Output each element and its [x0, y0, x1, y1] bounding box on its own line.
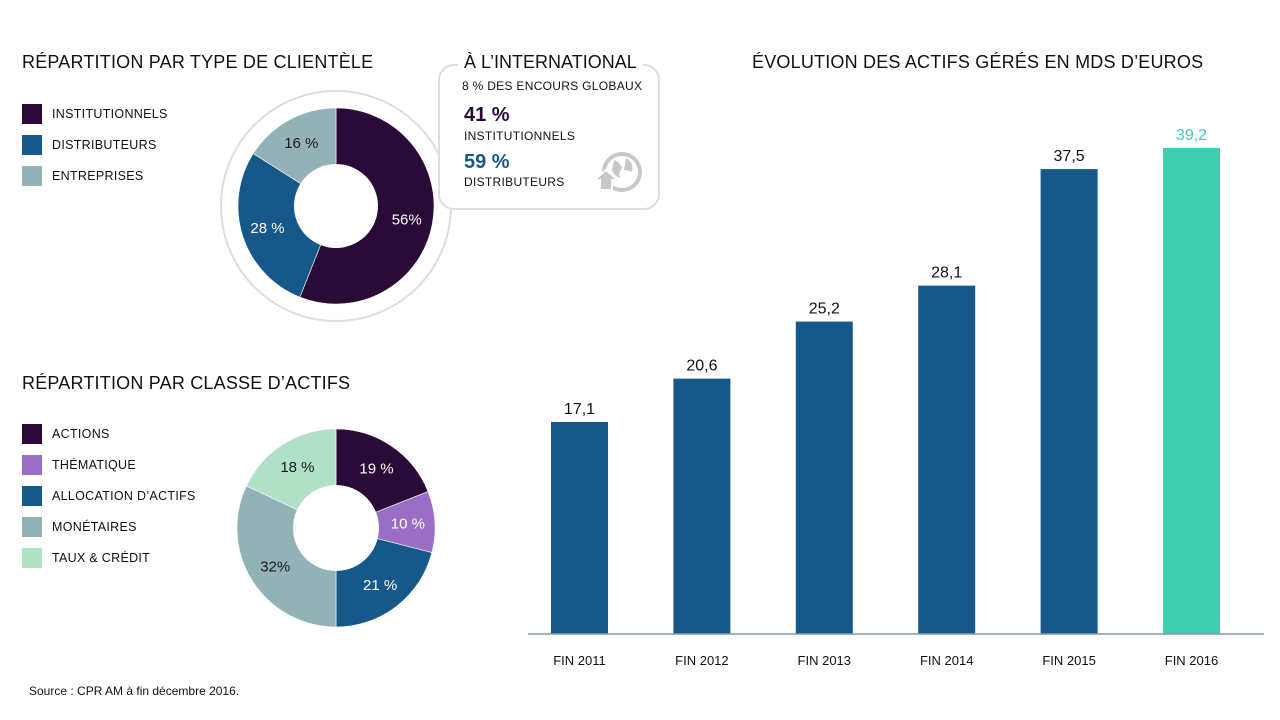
- legend-label: ALLOCATION D’ACTIFS: [52, 488, 196, 503]
- slice-label: 28 %: [250, 220, 284, 237]
- international-distributeurs-label: DISTRIBUTEURS: [464, 175, 565, 189]
- asset-class-title: RÉPARTITION PAR CLASSE D’ACTIFS: [22, 373, 351, 393]
- assets-bar-chart: 17,1 20,6 25,2 28,1 37,5 39,2 FIN 2011 FIN 201…: [528, 127, 1264, 668]
- legend-item-distributeurs: DISTRIBUTEURS: [22, 129, 168, 160]
- bar-fin-2016: [1163, 148, 1220, 634]
- legend-swatch: [22, 485, 42, 506]
- legend-label: TAUX & CRÉDIT: [52, 550, 151, 565]
- international-title: À L’INTERNATIONAL: [458, 52, 643, 73]
- legend-item-entreprises: ENTREPRISES: [22, 160, 168, 191]
- bar-value-label: 17,1: [564, 401, 595, 418]
- x-tick-label: FIN 2015: [1042, 653, 1095, 668]
- slice-label: 56%: [392, 211, 422, 228]
- legend-item-thematique: THÉMATIQUE: [22, 449, 196, 480]
- slice-label: 21 %: [363, 577, 397, 594]
- legend-swatch: [22, 423, 42, 444]
- bar-value-label: 20,6: [686, 358, 717, 375]
- bar-value-label: 37,5: [1054, 148, 1085, 165]
- bar-value-label: 25,2: [809, 301, 840, 318]
- source-note: Source : CPR AM à fin décembre 2016.: [29, 684, 240, 698]
- legend-item-taux-credit: TAUX & CRÉDIT: [22, 542, 196, 573]
- x-tick-label: FIN 2013: [798, 653, 851, 668]
- bar-fin-2012: [673, 378, 731, 634]
- international-institutionnels-pct: 41 %: [464, 104, 510, 126]
- international-distributeurs-pct: 59 %: [464, 151, 510, 173]
- slice-label: 32%: [260, 559, 290, 576]
- legend-label: DISTRIBUTEURS: [52, 137, 157, 152]
- legend-label: THÉMATIQUE: [52, 457, 137, 472]
- legend-item-monetaires: MONÉTAIRES: [22, 511, 196, 542]
- clientele-legend: INSTITUTIONNELS DISTRIBUTEURS ENTREPRISE…: [22, 98, 168, 191]
- x-tick-label: FIN 2014: [920, 653, 973, 668]
- clientele-donut-chart: 56% 28 % 16 %: [220, 90, 452, 322]
- international-box: [438, 64, 660, 210]
- bar-fin-2014: [918, 285, 976, 634]
- bar-fin-2013: [795, 321, 853, 634]
- legend-swatch: [22, 516, 42, 537]
- x-tick-label: FIN 2012: [675, 653, 728, 668]
- legend-label: INSTITUTIONNELS: [52, 106, 168, 121]
- bar-chart-title: ÉVOLUTION DES ACTIFS GÉRÉS EN MDS D’EURO…: [752, 52, 1204, 72]
- legend-label: ACTIONS: [52, 426, 110, 441]
- legend-swatch: [22, 134, 42, 155]
- bar-value-label: 28,1: [931, 265, 962, 282]
- asset-class-legend: ACTIONS THÉMATIQUE ALLOCATION D’ACTIFS M…: [22, 418, 196, 573]
- slice-label: 19 %: [359, 460, 393, 477]
- globe-arrow-icon: [592, 152, 642, 192]
- legend-swatch: [22, 454, 42, 475]
- x-tick-label: FIN 2011: [553, 653, 606, 668]
- legend-swatch: [22, 103, 42, 124]
- international-institutionnels-label: INSTITUTIONNELS: [464, 129, 576, 143]
- clientele-title: RÉPARTITION PAR TYPE DE CLIENTÈLE: [22, 52, 374, 72]
- legend-swatch: [22, 165, 42, 186]
- legend-item-actions: ACTIONS: [22, 418, 196, 449]
- donut-slice-distributeurs: [237, 153, 337, 298]
- x-tick-label: FIN 2016: [1165, 653, 1218, 668]
- bar-fin-2011: [551, 421, 608, 634]
- donut-hole: [293, 485, 379, 571]
- donut-hole: [294, 164, 378, 248]
- slice-label: 16 %: [284, 135, 318, 152]
- legend-item-institutionnels: INSTITUTIONNELS: [22, 98, 168, 129]
- asset-class-donut-chart: 19 % 10 % 21 % 32% 18 %: [236, 428, 436, 628]
- legend-label: ENTREPRISES: [52, 168, 144, 183]
- slice-label: 10 %: [391, 515, 425, 532]
- international-subtitle: 8 % DES ENCOURS GLOBAUX: [462, 79, 643, 93]
- legend-swatch: [22, 547, 42, 568]
- legend-label: MONÉTAIRES: [52, 519, 137, 534]
- bar-fin-2015: [1040, 169, 1098, 634]
- slice-label: 18 %: [280, 459, 314, 476]
- legend-item-allocation: ALLOCATION D’ACTIFS: [22, 480, 196, 511]
- bar-value-label: 39,2: [1176, 127, 1207, 144]
